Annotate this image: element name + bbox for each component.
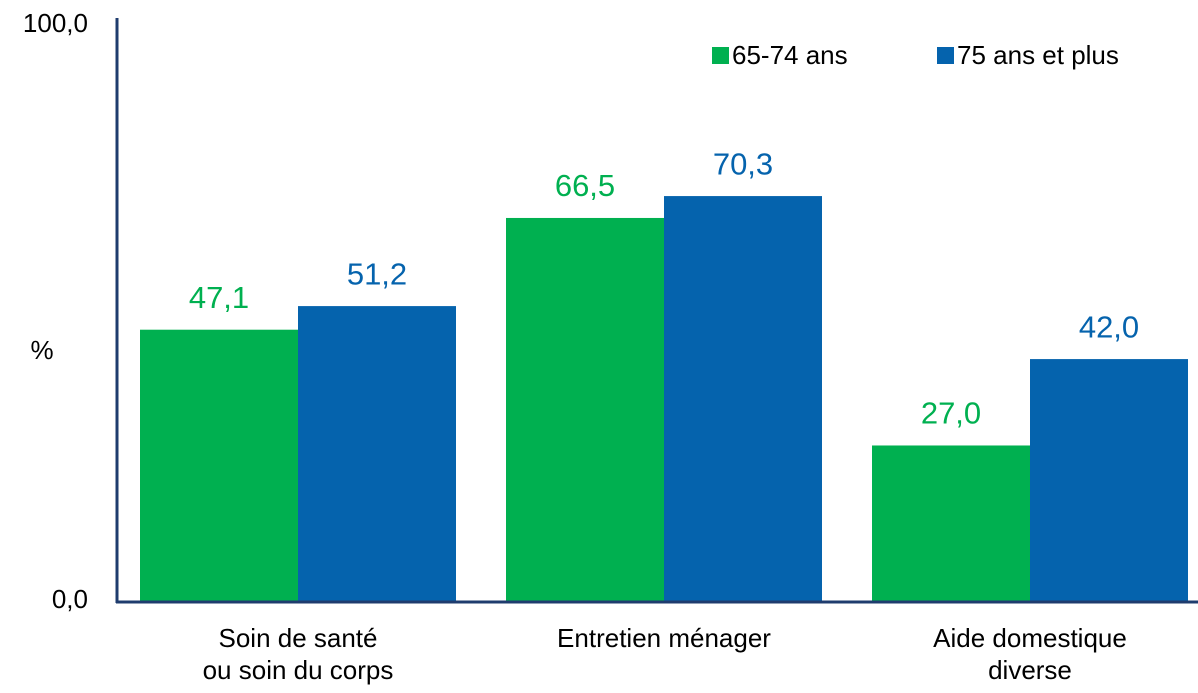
bar <box>872 445 1030 601</box>
x-tick-label: Entretien ménager <box>557 623 771 653</box>
bar <box>664 196 822 601</box>
legend-label: 75 ans et plus <box>957 40 1119 70</box>
bar <box>506 217 664 601</box>
bar <box>140 329 298 601</box>
x-tick-label: Aide domestique diverse <box>933 623 1127 685</box>
value-label: 42,0 <box>1079 309 1139 344</box>
x-tick-label: Soin de santé ou soin du corps <box>202 623 394 685</box>
bar <box>1030 359 1188 601</box>
value-label: 70,3 <box>713 146 773 181</box>
y-tick-label: 0,0 <box>52 584 88 614</box>
y-tick-label: 100,0 <box>23 8 88 38</box>
value-label: 51,2 <box>347 256 407 291</box>
value-label: 66,5 <box>555 168 615 203</box>
legend-swatch <box>937 47 954 64</box>
legend-swatch <box>712 47 729 64</box>
value-label: 47,1 <box>189 280 249 315</box>
legend-label: 65-74 ans <box>732 40 848 70</box>
y-axis-label: % <box>30 335 53 365</box>
bar <box>298 306 456 601</box>
value-label: 27,0 <box>921 396 981 431</box>
